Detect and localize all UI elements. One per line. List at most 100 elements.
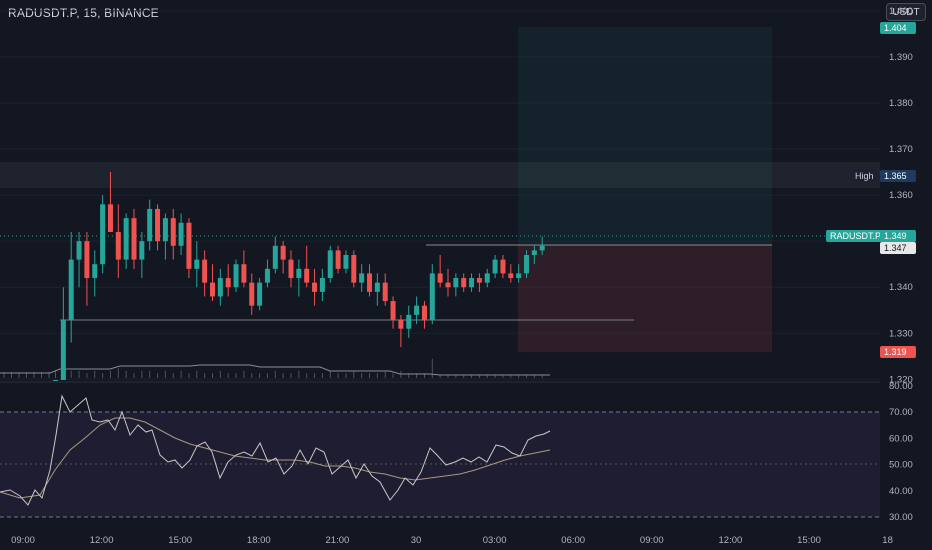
volume-bar — [11, 372, 12, 378]
candle-body — [139, 241, 145, 260]
candle-body — [492, 259, 498, 274]
candle — [217, 268, 223, 306]
candle — [312, 268, 318, 306]
volume-bar — [455, 375, 457, 378]
candle-body — [319, 278, 325, 292]
volume-bar — [274, 370, 276, 378]
volume-bar — [369, 373, 370, 378]
volume-bar — [439, 375, 441, 378]
volume-bar — [502, 375, 504, 378]
candle — [296, 259, 302, 297]
rsi-tick-label: 60.00 — [889, 433, 913, 444]
candle — [539, 236, 545, 255]
candle-body — [280, 245, 286, 260]
volume-bar — [392, 373, 394, 378]
rsi-tick-label: 40.00 — [889, 486, 913, 497]
time-tick-label: 18:00 — [247, 535, 271, 546]
volume-bar — [290, 373, 292, 378]
price-tick-label: 1.370 — [889, 144, 913, 155]
volume-bar — [282, 373, 284, 378]
candle — [319, 268, 325, 302]
candle-body — [92, 264, 98, 279]
volume-bar — [486, 375, 488, 378]
candle-body — [484, 273, 490, 283]
volume-bar — [78, 370, 80, 378]
candle — [429, 264, 435, 325]
volume-bar — [219, 370, 221, 378]
price-tick-label: 1.400 — [889, 6, 913, 17]
candle-body — [351, 254, 357, 283]
candle-body — [264, 268, 270, 283]
candle-body — [335, 250, 341, 269]
volume-bar — [463, 375, 465, 378]
candle-body — [421, 305, 427, 320]
stop-zone[interactable] — [518, 245, 772, 352]
candle — [155, 204, 161, 251]
time-tick-label: 12:00 — [719, 535, 743, 546]
candle-body — [202, 259, 208, 283]
volume-bar — [361, 373, 363, 378]
candle — [453, 273, 459, 297]
rsi-line — [0, 394, 551, 506]
volume-bar — [18, 372, 20, 378]
candle-body — [476, 278, 482, 283]
candle — [202, 250, 208, 297]
candle-body — [60, 319, 66, 380]
entry-price-label[interactable]: 1.347 — [880, 242, 916, 254]
volume-bar — [337, 373, 339, 378]
last-price-label: 1.349 — [880, 230, 916, 242]
time-tick-label: 30 — [411, 535, 422, 546]
symbol-tag-label: RADUSDT.P — [826, 230, 886, 242]
high-tag-label: High — [851, 170, 878, 182]
candle-body — [68, 259, 74, 320]
symbol-title: RADUSDT.P, 15, BINANCE — [8, 6, 159, 20]
volume-bar — [55, 370, 56, 378]
candle — [461, 273, 467, 292]
candle-body — [406, 314, 412, 329]
rsi-ma-line — [0, 417, 551, 499]
candle — [178, 213, 184, 255]
candle-body — [304, 268, 310, 283]
volume-bar — [431, 358, 433, 378]
target-price-label[interactable]: 1.404 — [880, 22, 916, 34]
volume-bar — [204, 373, 206, 378]
volume-bar — [243, 370, 245, 378]
candle-body — [508, 273, 514, 279]
price-tick-label: 1.340 — [889, 282, 913, 293]
candle-body — [367, 273, 372, 292]
candle-body — [233, 264, 239, 288]
volume-bar — [117, 368, 119, 378]
candle-body — [272, 245, 278, 269]
candle-body — [84, 241, 90, 279]
currency-button[interactable]: USDT — [886, 3, 926, 21]
volume-bar — [180, 370, 182, 378]
volume-bar — [314, 373, 316, 378]
stop-price-label[interactable]: 1.319 — [880, 346, 916, 358]
time-tick-label: 21:00 — [326, 535, 350, 546]
candle-body — [312, 282, 318, 292]
target-zone[interactable] — [518, 27, 772, 245]
rsi-axis: 80.00 70.00 60.00 50.00 40.00 30.00 — [889, 381, 913, 523]
rsi-tick-label: 30.00 — [889, 512, 913, 523]
price-tick-label: 1.380 — [889, 98, 913, 109]
candle-body — [469, 278, 475, 288]
volume-bar — [447, 375, 449, 378]
candle — [390, 296, 396, 329]
high-zone — [0, 162, 880, 188]
candle — [107, 172, 113, 232]
candle — [327, 245, 333, 283]
candle — [186, 218, 192, 279]
candle-body — [531, 250, 537, 255]
candle — [516, 264, 522, 283]
candle-body — [123, 218, 129, 260]
candle — [131, 208, 137, 269]
candle-body — [131, 218, 137, 260]
volume-bar — [353, 370, 355, 378]
volume-bar — [510, 375, 512, 378]
candle — [249, 273, 255, 315]
candle — [484, 268, 490, 288]
time-tick-label: 06:00 — [561, 535, 585, 546]
time-tick-label: 15:00 — [168, 535, 192, 546]
volume-bar — [125, 370, 127, 378]
